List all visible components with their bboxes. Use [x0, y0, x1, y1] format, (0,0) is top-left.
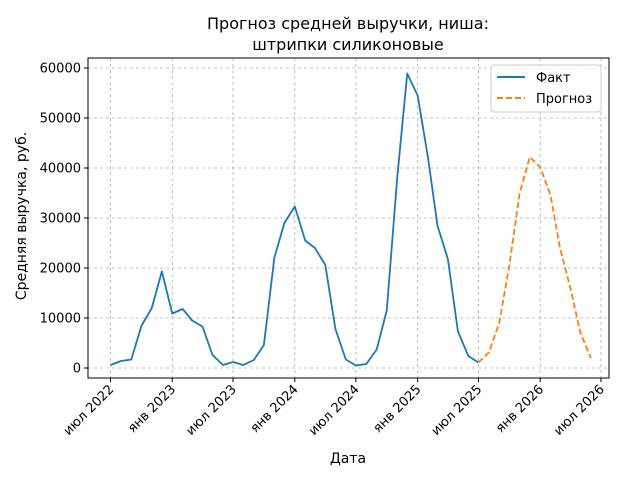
series-line-forecast: [477, 156, 592, 364]
y-tick-label: 40000: [40, 162, 81, 177]
x-axis-label: Дата: [330, 451, 366, 467]
legend: Факт Прогноз: [490, 64, 602, 113]
legend-label-fact: Факт: [536, 71, 571, 86]
y-tick-label: 0: [73, 362, 81, 377]
y-tick-label: 10000: [40, 312, 81, 327]
y-tick-label: 50000: [40, 112, 81, 127]
y-axis: 0 10000 20000 30000 40000 50000 60000: [40, 62, 88, 377]
chart-title-line-1: Прогноз средней выручки, ниша:: [207, 14, 489, 33]
y-tick-label: 60000: [40, 62, 81, 77]
y-axis-label: Средняя выручка, руб.: [14, 132, 30, 300]
chart-title-line-2: штрипки силиконовые: [252, 35, 444, 54]
series-layer: [110, 72, 592, 367]
legend-label-forecast: Прогноз: [536, 92, 592, 107]
y-tick-label: 20000: [40, 262, 81, 277]
y-tick-label: 30000: [40, 212, 81, 227]
series-line-fact: [110, 72, 479, 367]
